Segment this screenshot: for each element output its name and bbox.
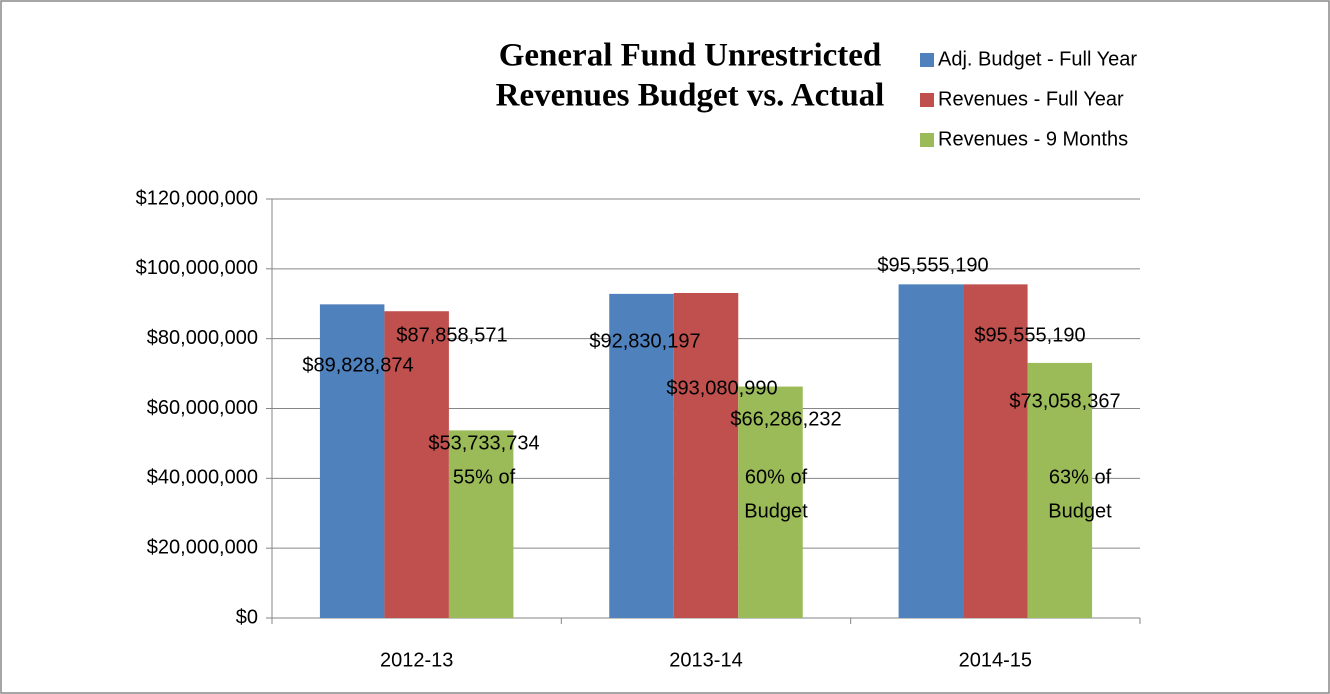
annotation: Budget bbox=[744, 500, 808, 522]
bar bbox=[384, 311, 449, 618]
chart-title: Revenues Budget vs. Actual bbox=[496, 78, 885, 114]
y-tick-label: $40,000,000 bbox=[147, 467, 258, 489]
bar bbox=[609, 293, 674, 618]
bar bbox=[1027, 362, 1093, 618]
data-label: $93,080,990 bbox=[666, 377, 777, 399]
annotation: 63% of bbox=[1049, 466, 1112, 488]
bar bbox=[963, 284, 1028, 618]
y-tick-label: $60,000,000 bbox=[147, 397, 258, 419]
bar bbox=[673, 292, 739, 618]
annotation: 55% of bbox=[453, 466, 516, 488]
legend-label: Revenues - 9 Months bbox=[938, 128, 1128, 150]
bar bbox=[319, 304, 385, 618]
data-label: $95,555,190 bbox=[974, 324, 1085, 346]
chart-title: General Fund Unrestricted bbox=[499, 38, 882, 74]
legend-swatch bbox=[920, 53, 934, 67]
legend-swatch bbox=[920, 93, 934, 107]
x-tick-label: 2014-15 bbox=[959, 649, 1032, 671]
y-tick-label: $20,000,000 bbox=[147, 536, 258, 558]
data-label: $95,555,190 bbox=[877, 254, 988, 276]
legend-label: Adj. Budget - Full Year bbox=[938, 48, 1137, 70]
y-tick-label: $120,000,000 bbox=[136, 187, 258, 209]
bar bbox=[448, 430, 514, 618]
x-tick-label: 2012-13 bbox=[380, 649, 453, 671]
x-tick-label: 2013-14 bbox=[669, 649, 742, 671]
legend-label: Revenues - Full Year bbox=[938, 88, 1124, 110]
bar bbox=[898, 284, 964, 618]
data-label: $66,286,232 bbox=[730, 408, 841, 430]
data-label: $89,828,874 bbox=[302, 354, 413, 376]
data-label: $92,830,197 bbox=[589, 330, 700, 352]
data-label: $87,858,571 bbox=[396, 324, 507, 346]
annotation: 60% of bbox=[745, 466, 808, 488]
legend-swatch bbox=[920, 133, 934, 147]
bar bbox=[738, 386, 803, 618]
data-label: $53,733,734 bbox=[428, 432, 539, 454]
y-tick-label: $80,000,000 bbox=[147, 327, 258, 349]
y-tick-label: $0 bbox=[236, 606, 258, 628]
data-label: $73,058,367 bbox=[1009, 390, 1120, 412]
annotation: Budget bbox=[1048, 500, 1112, 522]
y-tick-label: $100,000,000 bbox=[136, 257, 258, 279]
